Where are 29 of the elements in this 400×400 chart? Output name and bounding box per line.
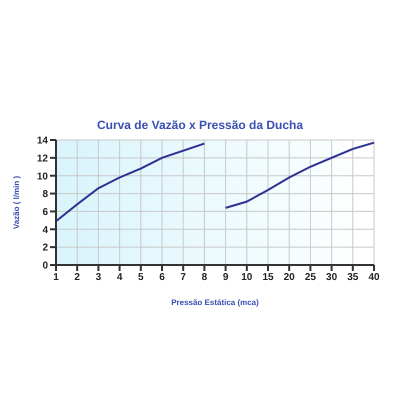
x-tick-label: 35 xyxy=(347,272,359,284)
line-series xyxy=(55,142,206,222)
x-tick-label: 30 xyxy=(326,272,338,284)
x-tick-label: 9 xyxy=(222,272,229,284)
y-tick-label: 10 xyxy=(36,171,48,182)
x-tick-label: 2 xyxy=(74,272,80,284)
y-tick-label: 2 xyxy=(42,242,48,254)
y-tick-label: 0 xyxy=(42,260,48,272)
x-tick-label: 20 xyxy=(284,272,296,284)
chart-title: Curva de Vazão x Pressão da Ducha xyxy=(96,118,304,132)
y-tick-label: 4 xyxy=(42,224,48,236)
y-tick-label: 14 xyxy=(36,136,48,147)
y-tick-label: 6 xyxy=(42,206,48,218)
x-tick-label: 25 xyxy=(304,272,316,284)
x-tick-label: 4 xyxy=(116,272,123,284)
x-axis-title: Pressão Estática (mca) xyxy=(171,298,260,307)
x-tick-label: 10 xyxy=(241,272,253,284)
x-tick-label: 1 xyxy=(53,272,60,284)
line-series xyxy=(224,142,375,209)
x-tick-label: 3 xyxy=(96,272,102,284)
y-tick-label: 12 xyxy=(36,153,48,164)
x-tick-label: 15 xyxy=(262,272,274,284)
x-tick-label: 7 xyxy=(180,272,186,284)
x-tick-label: 6 xyxy=(159,272,166,284)
x-tick-label: 5 xyxy=(138,272,144,284)
x-tick-label: 8 xyxy=(202,272,208,284)
y-tick-label: 8 xyxy=(42,189,48,200)
y-axis-title: Vazão ( l/min ) xyxy=(12,175,21,230)
x-tick-label: 40 xyxy=(368,272,380,284)
